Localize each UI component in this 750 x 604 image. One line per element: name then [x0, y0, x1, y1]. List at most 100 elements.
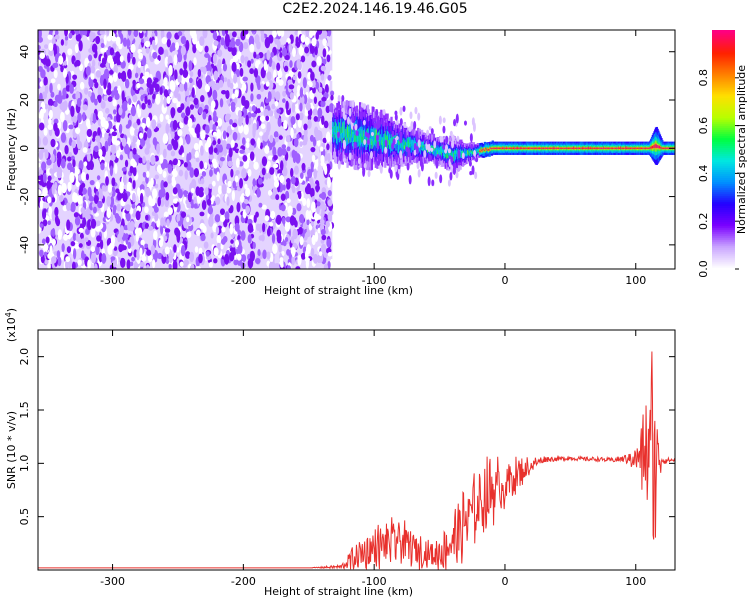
noise-blob [254, 34, 259, 44]
noise-blob [278, 244, 281, 252]
noise-blob [127, 182, 132, 193]
noise-blob [319, 194, 324, 198]
noise-blob [113, 72, 118, 82]
noise-blob [232, 31, 237, 37]
noise-blob [148, 195, 152, 206]
noise-blob [326, 131, 331, 142]
noise-blob [147, 99, 151, 105]
noise-blob [245, 188, 250, 197]
noise-blob [67, 163, 72, 171]
noise-blob [155, 175, 159, 180]
noise-blob [195, 151, 199, 159]
noise-blob [92, 132, 95, 139]
noise-blob [269, 222, 273, 226]
noise-blob [229, 148, 233, 158]
noise-blob [320, 155, 324, 163]
noise-blob [44, 127, 48, 135]
noise-blob [208, 216, 213, 227]
noise-blob [140, 240, 144, 246]
noise-blob [321, 66, 326, 72]
noise-blob [285, 221, 291, 232]
noise-blob [218, 185, 222, 194]
noise-blob [238, 244, 243, 254]
noise-blob [285, 237, 288, 242]
noise-blob [57, 95, 62, 104]
noise-blob [139, 89, 144, 95]
noise-blob [281, 194, 286, 201]
noise-blob [250, 93, 253, 102]
noise-blob [203, 67, 207, 75]
noise-blob [249, 44, 254, 53]
noise-blob [86, 215, 91, 220]
noise-blob [185, 170, 188, 180]
noise-blob [242, 83, 247, 92]
noise-blob [68, 33, 72, 39]
noise-blob [101, 43, 105, 48]
noise-blob [322, 30, 327, 39]
noise-blob [77, 195, 82, 205]
noise-blob [79, 228, 84, 233]
noise-blob [96, 136, 101, 143]
noise-blob [261, 234, 265, 241]
noise-blob [171, 151, 175, 157]
noise-blob [54, 70, 58, 79]
noise-blob [253, 162, 259, 170]
noise-blob [104, 132, 108, 141]
noise-blob [204, 241, 209, 248]
noise-blob [313, 169, 317, 179]
noise-blob [114, 93, 119, 100]
noise-blob [78, 40, 82, 51]
noise-blob [200, 95, 205, 102]
noise-blob [310, 135, 314, 142]
noise-blob [290, 215, 295, 225]
noise-blob [225, 90, 229, 99]
noise-blob [321, 235, 326, 240]
noise-blob [190, 71, 194, 77]
noise-blob [189, 77, 193, 83]
noise-blob [282, 47, 287, 56]
noise-blob [140, 193, 143, 204]
noise-blob [222, 140, 227, 149]
noise-blob [132, 95, 137, 103]
noise-blob [174, 227, 179, 235]
noise-blob [156, 143, 160, 154]
noise-blob [200, 223, 205, 230]
noise-blob [110, 165, 113, 176]
noise-blob [159, 154, 163, 163]
noise-blob [220, 98, 223, 107]
noise-blob [179, 68, 183, 75]
noise-blob [217, 138, 220, 144]
noise-blob [241, 168, 247, 179]
noise-blob [159, 239, 163, 247]
noise-blob [257, 84, 260, 90]
noise-blob [84, 237, 88, 242]
noise-blob [229, 83, 233, 89]
noise-blob [287, 205, 293, 215]
noise-blob [43, 219, 47, 226]
noise-blob [173, 260, 178, 271]
noise-blob [42, 210, 46, 220]
noise-blob [312, 154, 316, 162]
noise-blob [207, 199, 211, 206]
noise-blob [170, 46, 173, 53]
noise-blob [198, 69, 201, 77]
noise-blob [252, 105, 256, 112]
noise-blob [44, 251, 47, 256]
noise-blob [262, 250, 266, 260]
noise-blob [322, 38, 327, 46]
noise-blob [279, 175, 284, 183]
noise-blob [94, 145, 98, 152]
noise-blob [109, 242, 114, 249]
noise-blob [237, 254, 242, 261]
noise-blob [180, 103, 184, 110]
noise-blob [71, 141, 76, 149]
noise-blob [96, 70, 101, 78]
noise-blob [215, 214, 221, 222]
noise-blob [107, 55, 113, 63]
noise-blob [330, 169, 333, 178]
noise-blob [77, 98, 82, 107]
noise-blob [64, 26, 68, 36]
noise-blob [195, 246, 199, 253]
noise-blob [139, 133, 143, 139]
